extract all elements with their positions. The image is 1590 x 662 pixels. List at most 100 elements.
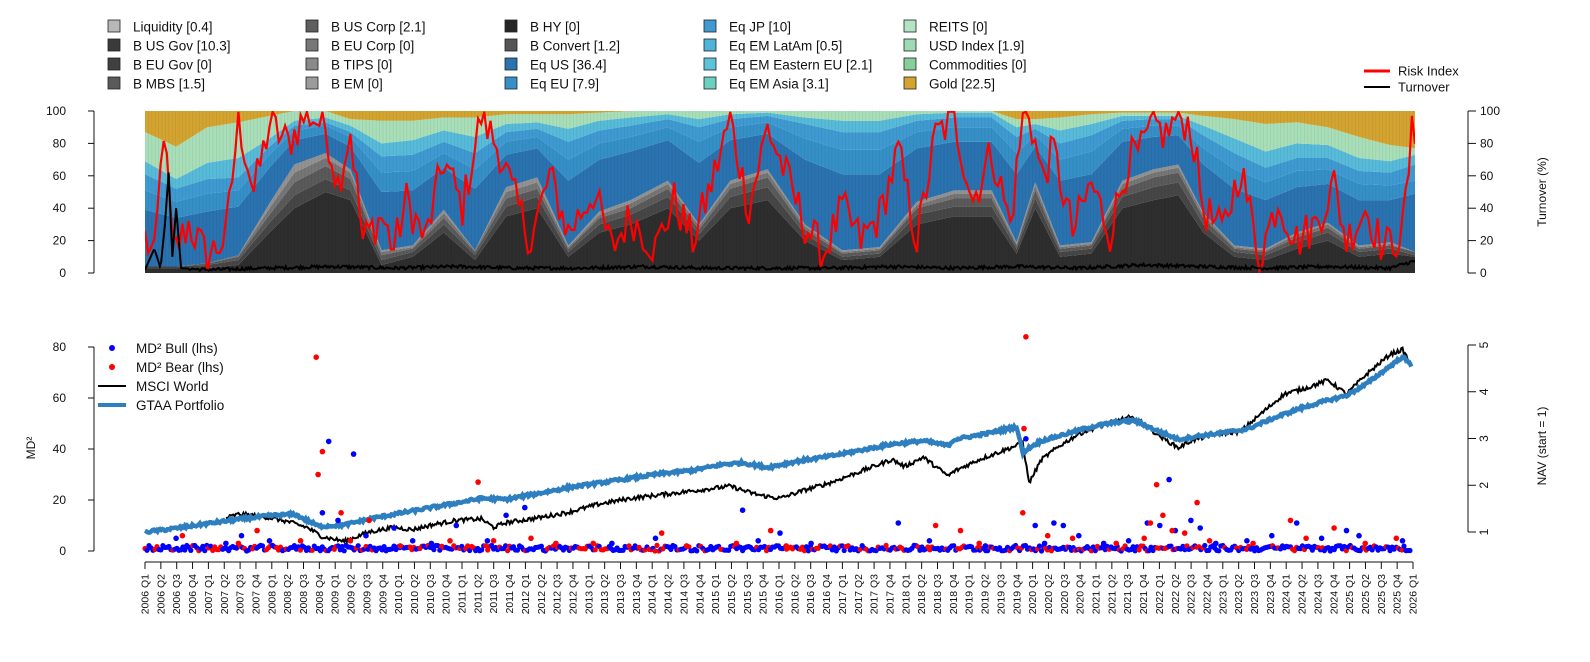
md2-bull-point — [895, 520, 902, 526]
x-tick-label: 2012 Q2 — [536, 574, 548, 614]
md2-bull-point — [319, 510, 326, 516]
md2-bear-point — [1147, 520, 1154, 526]
x-tick-label: 2009 Q4 — [377, 574, 389, 614]
md2-bear-point — [1250, 540, 1256, 547]
md2-bull-point — [391, 525, 397, 531]
legend-swatch — [703, 76, 717, 90]
legend-swatch — [107, 57, 121, 71]
md2-bull-point — [926, 538, 933, 544]
x-tick-label: 2008 Q1 — [266, 574, 278, 614]
md2-bear-point — [1136, 547, 1142, 553]
legend-label: Turnover — [1398, 80, 1450, 95]
md2-bull-point — [982, 543, 989, 549]
x-tick-label: 2023 Q2 — [1233, 574, 1245, 614]
y-axis-label-bottom: MD² — [24, 437, 38, 460]
md2-bear-point — [465, 543, 471, 549]
legend-label: B Convert [1.2] — [530, 39, 620, 54]
md2-bear-point — [475, 479, 481, 485]
x-tick-label: 2015 Q3 — [742, 574, 754, 614]
tick-label: 40 — [53, 442, 67, 456]
md2-bear-point — [1069, 535, 1076, 542]
md2-bull-point — [409, 538, 416, 544]
x-tick-label: 2018 Q3 — [932, 574, 944, 614]
legend-label: Eq EM Asia [3.1] — [729, 77, 829, 92]
x-tick-label: 2022 Q1 — [1154, 574, 1166, 614]
right-y-axis-bottom: 1 2 3 4 5 — [1467, 341, 1491, 535]
legend-swatch — [305, 19, 319, 33]
tick-label: 3 — [1477, 435, 1491, 442]
md2-bull-point — [1343, 527, 1350, 534]
stack-layer — [145, 122, 1415, 218]
md2-bull-point — [1356, 532, 1362, 539]
x-tick-label: 2023 Q3 — [1249, 574, 1261, 614]
x-tick-label: 2014 Q3 — [678, 574, 690, 614]
tick-label: 5 — [1477, 341, 1491, 348]
md2-bear-point — [801, 548, 808, 554]
x-tick-label: 2009 Q1 — [330, 574, 342, 614]
x-tick-label: 2016 Q3 — [805, 574, 817, 614]
md2-bull-point — [341, 548, 347, 554]
md2-bear-point — [845, 543, 851, 549]
x-tick-label: 2017 Q2 — [853, 574, 865, 614]
x-tick-label: 2018 Q4 — [948, 574, 960, 614]
md2-bull-point — [1038, 548, 1045, 554]
x-tick-label: 2009 Q2 — [346, 574, 358, 614]
tick-label: 0 — [1480, 266, 1487, 280]
x-tick-label: 2013 Q3 — [615, 574, 627, 614]
x-tick-label: 2020 Q2 — [1043, 574, 1055, 614]
md2-bull-point — [538, 543, 545, 549]
legend-label: B HY [0] — [530, 20, 580, 35]
x-tick-label: 2025 Q3 — [1376, 574, 1388, 614]
x-tick-label: 2008 Q4 — [314, 574, 326, 614]
md2-bull-point — [762, 543, 768, 550]
x-tick-label: 2019 Q4 — [1011, 574, 1023, 614]
md2-bear-point — [1021, 425, 1027, 432]
legend-swatch — [903, 19, 917, 33]
x-tick-label: 2025 Q1 — [1344, 574, 1356, 614]
x-tick-label: 2010 Q1 — [393, 574, 405, 614]
md2-bear-point — [319, 448, 326, 455]
x-tick-label: 2007 Q3 — [235, 574, 247, 614]
legend-label: Commodities [0] — [929, 58, 1027, 73]
md2-bull-point — [173, 535, 179, 542]
x-tick-label: 2022 Q2 — [1170, 574, 1182, 614]
x-tick-label: 2011 Q2 — [472, 574, 484, 614]
stack-layer — [145, 133, 1415, 267]
legend-label: B EU Corp [0] — [331, 39, 414, 54]
md2-bull-point — [208, 543, 214, 549]
tick-label: 80 — [1480, 136, 1494, 150]
x-tick-label: 2016 Q2 — [789, 574, 801, 614]
md2-bull-point — [1401, 543, 1407, 549]
md2-bull-point — [335, 517, 341, 524]
md2-bull-point — [694, 548, 700, 554]
legend-swatch — [703, 38, 717, 52]
md2-bull-point — [1166, 476, 1172, 483]
x-tick-label: 2016 Q1 — [774, 574, 786, 614]
md2-bear-point — [932, 522, 939, 529]
nav-lines — [143, 346, 1414, 546]
legend-label: B EU Gov [0] — [133, 58, 212, 73]
md2-bear-point — [1362, 540, 1368, 547]
legend-swatch — [107, 38, 121, 52]
legend-label: Liquidity [0.4] — [133, 20, 213, 35]
x-tick-label: 2018 Q1 — [900, 574, 912, 614]
md2-bear-point — [528, 535, 534, 542]
md2-bull-point — [1293, 520, 1300, 526]
md2-bull-point — [1213, 540, 1219, 547]
x-tick-label: 2014 Q2 — [663, 574, 675, 614]
md2-bear-point — [652, 548, 658, 554]
x-tick-label: 2021 Q3 — [1122, 574, 1134, 614]
bottom-legend: MD² Bull (lhs) MD² Bear (lhs) MSCI World GT… — [98, 341, 224, 413]
md2-points — [142, 334, 1413, 554]
md2-bull-point — [777, 530, 783, 536]
x-tick-label: 2006 Q1 — [140, 574, 152, 614]
legend-label: Gold [22.5] — [929, 77, 995, 92]
performance-panel: 0 20 40 60 80 1 2 3 4 5 MD² NAV (start = 1) MD² … — [24, 334, 1549, 558]
stack-layer — [145, 192, 1415, 273]
md2-bull-point — [1407, 547, 1413, 554]
md2-bear-point — [313, 354, 320, 361]
md2-bear-point — [1287, 517, 1294, 524]
x-tick-label: 2024 Q3 — [1312, 574, 1324, 614]
x-tick-label: 2006 Q4 — [187, 574, 199, 614]
md2-bear-point — [1303, 535, 1309, 542]
